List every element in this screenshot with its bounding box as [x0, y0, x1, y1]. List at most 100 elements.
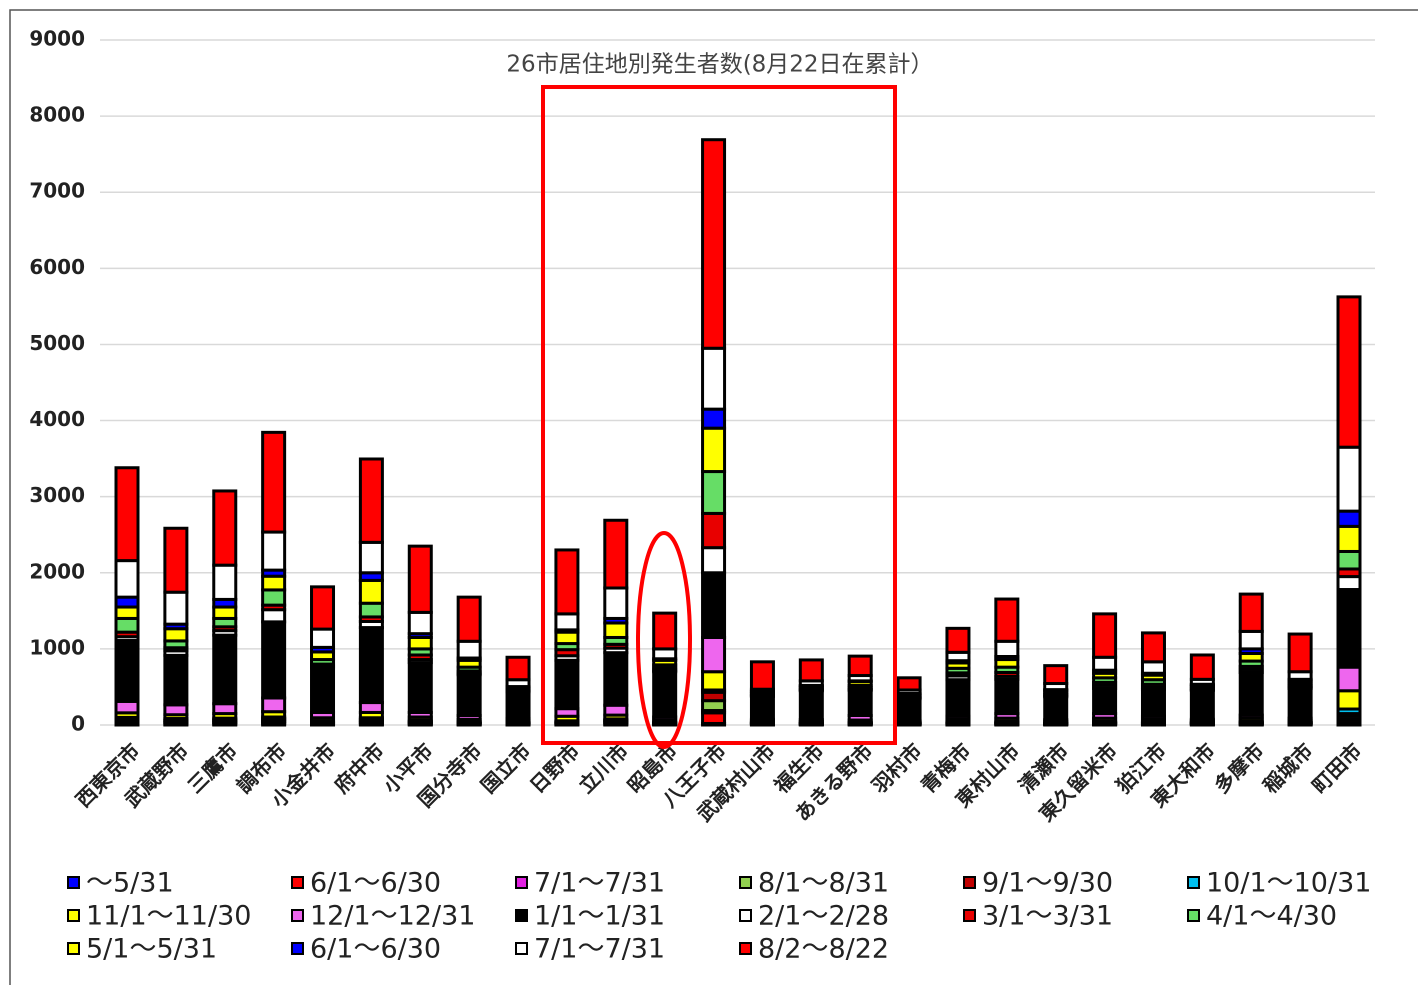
- bar-segment: [505, 690, 531, 721]
- legend-swatch: [291, 909, 304, 922]
- bar-segment: [163, 653, 189, 707]
- highlight-ellipse: [636, 531, 692, 749]
- legend-label: 9/1～9/30: [982, 868, 1113, 899]
- y-tick-label: 5000: [29, 331, 85, 355]
- bar-segment: [994, 597, 1020, 643]
- bar-segment: [261, 696, 287, 714]
- legend-label: 11/1～11/30: [86, 901, 251, 932]
- bar-segment: [114, 559, 140, 599]
- y-tick-label: 2000: [29, 559, 85, 583]
- bar-segment: [1140, 688, 1166, 718]
- y-tick-label: 7000: [29, 179, 85, 203]
- bar-segment: [1238, 629, 1264, 651]
- y-tick-label: 6000: [29, 255, 85, 279]
- bar-segment: [1336, 689, 1362, 711]
- bar-segment: [554, 548, 580, 616]
- legend-swatch: [291, 942, 304, 955]
- bar-segment: [554, 612, 580, 632]
- legend-swatch: [67, 876, 80, 889]
- legend-swatch: [515, 876, 528, 889]
- bar-segment: [114, 639, 140, 703]
- legend-label: 7/1～7/31: [534, 934, 665, 965]
- bar-segment: [261, 574, 287, 592]
- bar-segment: [749, 694, 775, 721]
- legend-swatch: [1187, 909, 1200, 922]
- bar-segment: [1287, 686, 1313, 720]
- legend-swatch: [67, 942, 80, 955]
- bar-segment: [114, 699, 140, 715]
- bar-segment: [1336, 549, 1362, 571]
- bar-segment: [603, 518, 629, 590]
- bar-segment: [114, 605, 140, 620]
- legend-swatch: [67, 909, 80, 922]
- bar-segment: [212, 489, 238, 567]
- bar-segment: [652, 611, 678, 651]
- legend-swatch: [291, 876, 304, 889]
- legend-label: 8/2～8/22: [758, 934, 889, 965]
- legend-label: 12/1～12/31: [310, 901, 475, 932]
- legend-swatch: [739, 909, 752, 922]
- bar-segment: [1189, 688, 1215, 721]
- legend-swatch: [963, 909, 976, 922]
- legend-label: 4/1～4/30: [1206, 901, 1337, 932]
- bar-segment: [1238, 670, 1264, 717]
- bar-segment: [407, 661, 433, 714]
- bar-segment: [212, 633, 238, 706]
- bar-segment: [1092, 686, 1118, 716]
- legend-label: 7/1～7/31: [534, 868, 665, 899]
- bar-segment: [798, 689, 824, 722]
- bar-segment: [1140, 631, 1166, 664]
- bar-segment: [261, 530, 287, 572]
- bar-segment: [847, 654, 873, 678]
- bar-segment: [701, 546, 727, 575]
- bar-segment: [749, 660, 775, 691]
- bar-segment: [847, 688, 873, 717]
- legend-swatch: [515, 909, 528, 922]
- bar-segment: [603, 586, 629, 620]
- bar-segment: [261, 608, 287, 624]
- legend-label: ～5/31: [86, 868, 174, 899]
- bar-segment: [701, 670, 727, 692]
- legend-label: 5/1～5/31: [86, 934, 217, 965]
- bar-segment: [1140, 660, 1166, 675]
- bar-segment: [1238, 592, 1264, 633]
- y-tick-label: 8000: [29, 103, 85, 127]
- bar-segment: [163, 627, 189, 643]
- bar-segment: [701, 711, 727, 725]
- legend-swatch: [739, 876, 752, 889]
- y-tick-label: 1000: [29, 635, 85, 659]
- bar-segment: [1092, 655, 1118, 672]
- bar-segment: [994, 639, 1020, 658]
- bar-segment: [701, 571, 727, 639]
- legend-swatch: [739, 942, 752, 955]
- bar-segment: [358, 457, 384, 544]
- legend-label: 8/1～8/31: [758, 868, 889, 899]
- y-tick-label: 3000: [29, 483, 85, 507]
- y-tick-label: 4000: [29, 407, 85, 431]
- bar-segment: [945, 626, 971, 654]
- bar-segment: [945, 678, 971, 718]
- bar-segment: [358, 626, 384, 705]
- bar-segment: [554, 658, 580, 711]
- bar-segment: [505, 655, 531, 682]
- bar-segment: [310, 585, 336, 631]
- legend-label: 3/1～3/31: [982, 901, 1113, 932]
- legend-label: 10/1～10/31: [1206, 868, 1371, 899]
- bar-segment: [798, 658, 824, 683]
- bar-segment: [1336, 524, 1362, 553]
- bar-segment: [114, 466, 140, 563]
- bar-segment: [701, 426, 727, 474]
- bar-segment: [407, 610, 433, 636]
- bar-segment: [114, 616, 140, 634]
- bar-segment: [163, 590, 189, 626]
- bar-segment: [1043, 664, 1069, 686]
- bar-segment: [1336, 665, 1362, 693]
- bar-segment: [1287, 632, 1313, 674]
- bar-segment: [701, 511, 727, 550]
- bar-segment: [652, 670, 678, 719]
- highlight-box: [541, 85, 897, 745]
- legend-swatch: [1187, 876, 1200, 889]
- bar-segment: [896, 697, 922, 723]
- bar-segment: [310, 627, 336, 649]
- legend-swatch: [963, 876, 976, 889]
